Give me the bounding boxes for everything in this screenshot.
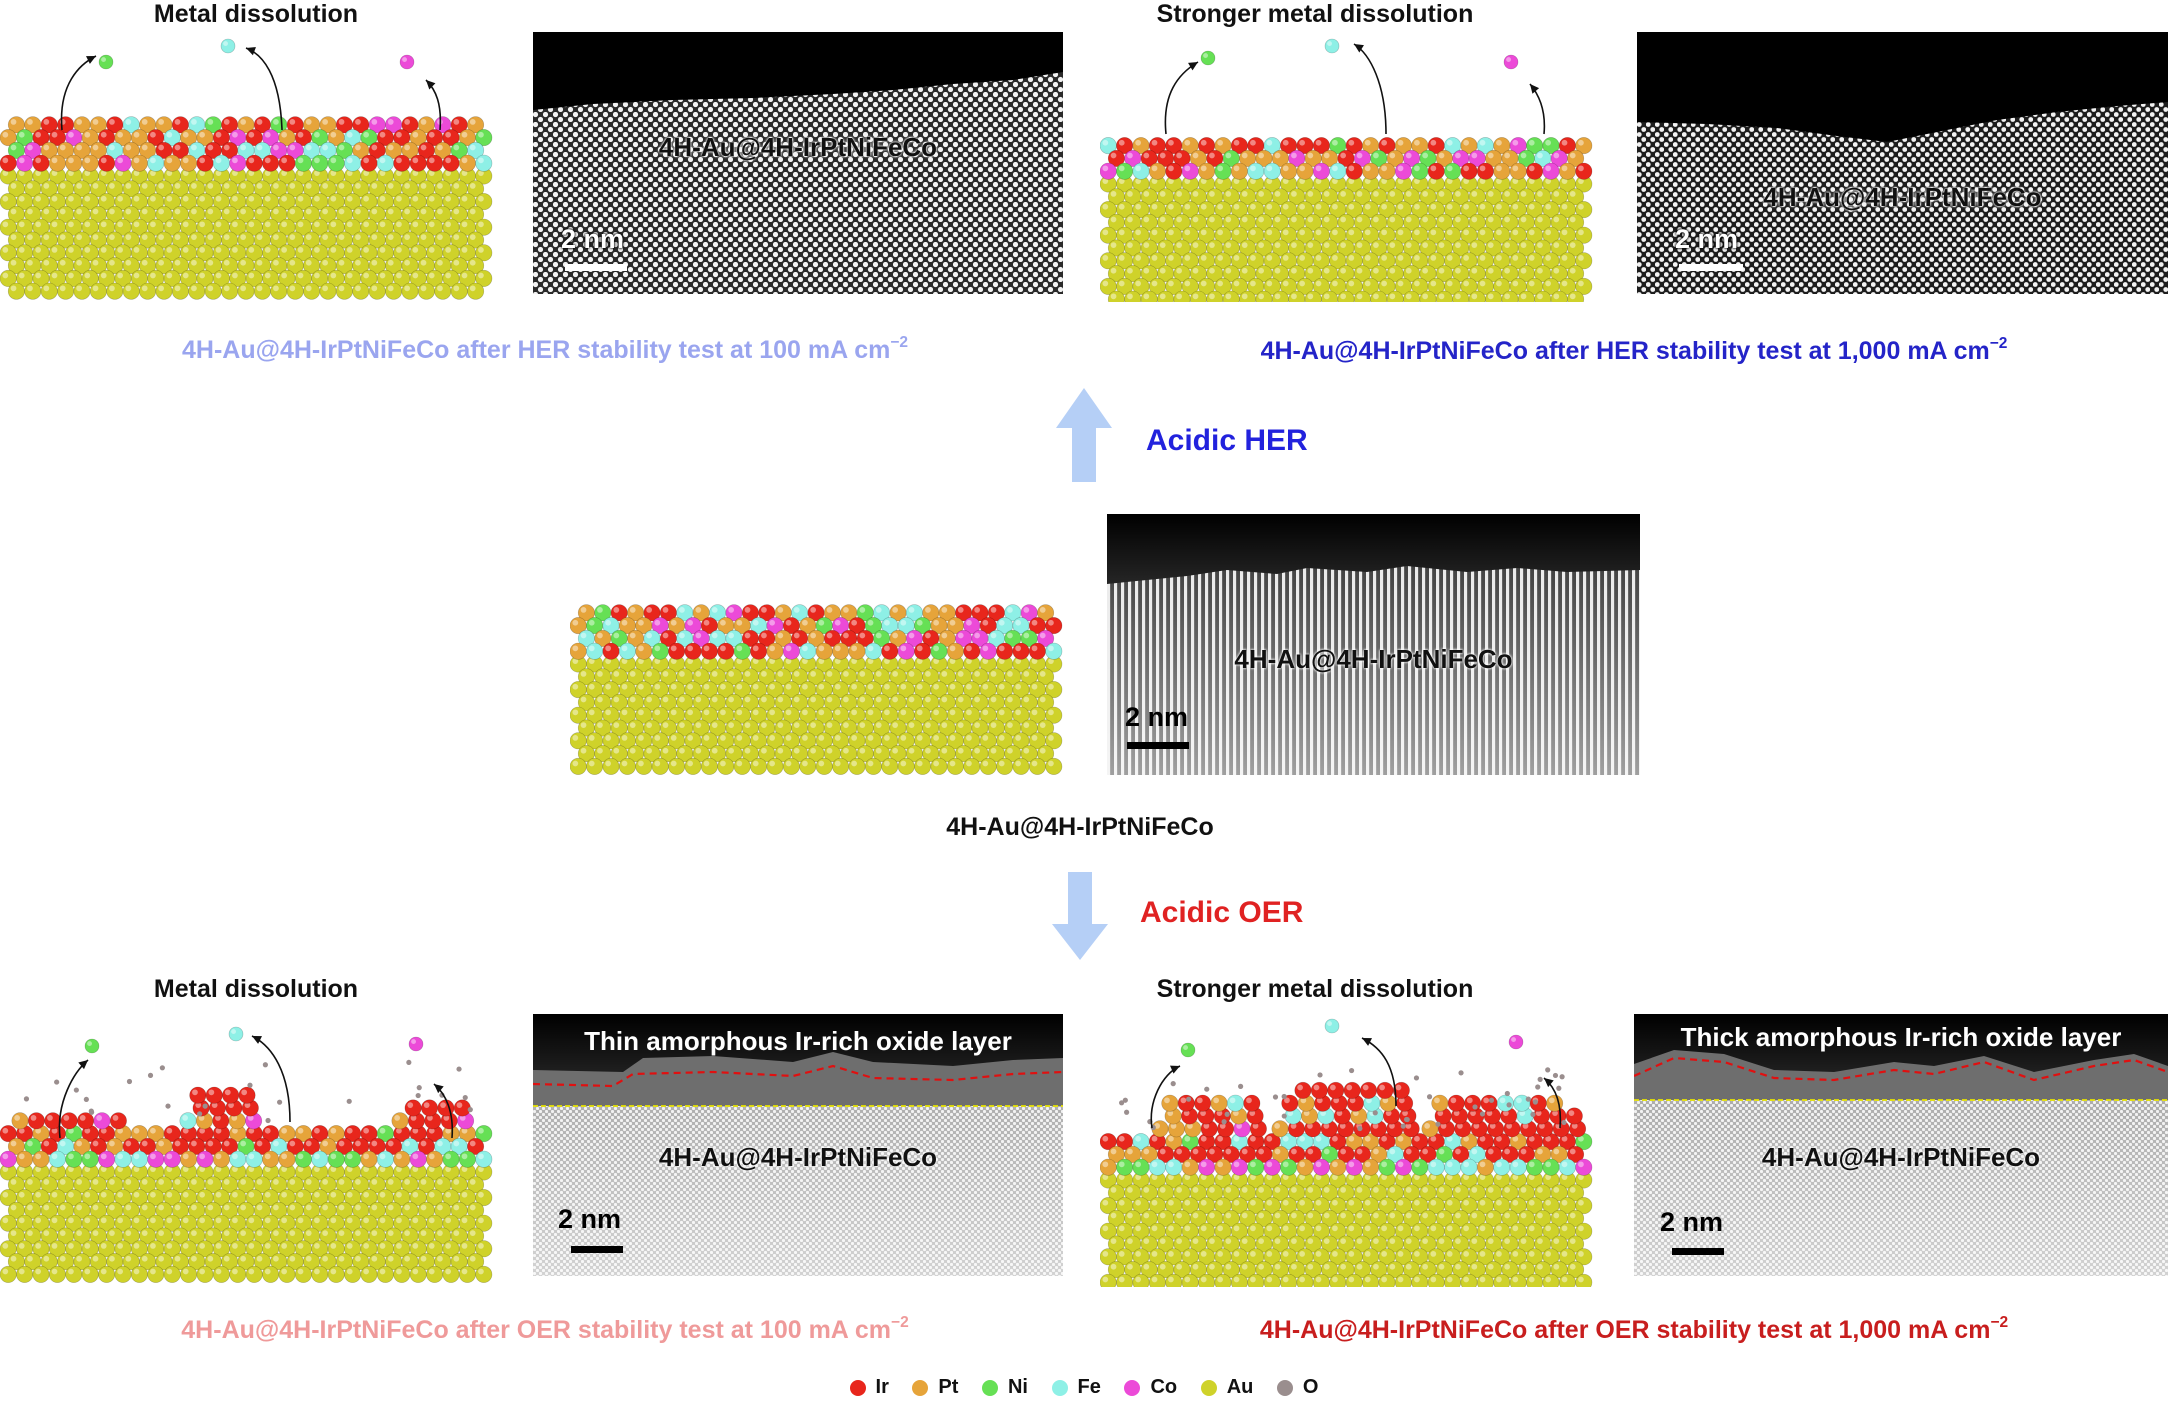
tem-label-oer-100: 4H-Au@4H-IrPtNiFeCo bbox=[658, 1142, 938, 1172]
tem-image-oer-100: Thin amorphous Ir-rich oxide layer 4H-Au… bbox=[533, 1014, 1063, 1276]
scale-bar-pristine bbox=[1127, 742, 1189, 749]
heading-her-1000: Stronger metal dissolution bbox=[1156, 0, 1474, 28]
caption-her-100: 4H-Au@4H-IrPtNiFeCo after HER stability … bbox=[181, 334, 909, 364]
atomic-model-her-100 bbox=[0, 38, 493, 300]
label-acidic-her: Acidic HER bbox=[1146, 424, 1308, 457]
heading-oer-1000: Stronger metal dissolution bbox=[1156, 975, 1474, 1003]
stem-image-her-100: 4H-Au@4H-IrPtNiFeCo 2 nm bbox=[533, 32, 1063, 294]
scale-bar-oer-1000 bbox=[1672, 1248, 1724, 1255]
stem-image-pristine: 4H-Au@4H-IrPtNiFeCo 2 nm bbox=[1107, 514, 1640, 775]
scale-label-oer-100: 2 nm bbox=[558, 1204, 622, 1234]
legend-item-o: O bbox=[1276, 1376, 1318, 1399]
scale-label-her-100: 2 nm bbox=[561, 224, 625, 254]
scale-label-her-1000: 2 nm bbox=[1675, 224, 1739, 254]
oxide-label-oer-1000: Thick amorphous Ir-rich oxide layer bbox=[1680, 1022, 2122, 1052]
legend-item-fe: Fe bbox=[1051, 1376, 1101, 1399]
stem-label-her-100: 4H-Au@4H-IrPtNiFeCo bbox=[658, 132, 938, 162]
stem-image-her-1000: 4H-Au@4H-IrPtNiFeCo 2 nm bbox=[1637, 32, 2168, 294]
arrow-down-oer bbox=[1052, 872, 1108, 960]
oxide-label-oer-100: Thin amorphous Ir-rich oxide layer bbox=[584, 1026, 1012, 1056]
label-acidic-oer: Acidic OER bbox=[1140, 896, 1304, 929]
legend-item-co: Co bbox=[1124, 1376, 1177, 1399]
scale-bar-her-100 bbox=[565, 264, 627, 271]
caption-her-1000: 4H-Au@4H-IrPtNiFeCo after HER stability … bbox=[1260, 335, 2008, 365]
arrow-up-her bbox=[1056, 388, 1112, 482]
legend-item-pt: Pt bbox=[912, 1376, 958, 1399]
scale-label-pristine: 2 nm bbox=[1125, 702, 1189, 732]
caption-pristine: 4H-Au@4H-IrPtNiFeCo bbox=[946, 813, 1214, 841]
stem-label-her-1000: 4H-Au@4H-IrPtNiFeCo bbox=[1763, 182, 2042, 212]
tem-label-oer-1000: 4H-Au@4H-IrPtNiFeCo bbox=[1761, 1142, 2041, 1172]
tem-image-oer-1000: Thick amorphous Ir-rich oxide layer 4H-A… bbox=[1634, 1014, 2168, 1276]
stem-label-pristine: 4H-Au@4H-IrPtNiFeCo bbox=[1234, 644, 1513, 674]
element-legend: Ir Pt Ni Fe Co Au O bbox=[0, 1376, 2168, 1402]
atomic-model-pristine bbox=[570, 604, 1063, 775]
heading-her-100: Metal dissolution bbox=[153, 0, 359, 28]
heading-oer-100: Metal dissolution bbox=[153, 975, 359, 1003]
atomic-model-oer-1000 bbox=[1100, 1018, 1593, 1287]
atomic-model-her-1000 bbox=[1100, 38, 1593, 302]
caption-oer-100: 4H-Au@4H-IrPtNiFeCo after OER stability … bbox=[181, 1314, 909, 1344]
scale-bar-oer-100 bbox=[571, 1246, 623, 1253]
scale-bar-her-1000 bbox=[1679, 264, 1743, 271]
legend-item-au: Au bbox=[1200, 1376, 1253, 1399]
scale-label-oer-1000: 2 nm bbox=[1660, 1207, 1724, 1237]
atomic-model-oer-100 bbox=[0, 1026, 493, 1283]
legend-item-ni: Ni bbox=[981, 1376, 1028, 1399]
legend-item-ir: Ir bbox=[849, 1376, 889, 1399]
caption-oer-1000: 4H-Au@4H-IrPtNiFeCo after OER stability … bbox=[1259, 1314, 2009, 1344]
